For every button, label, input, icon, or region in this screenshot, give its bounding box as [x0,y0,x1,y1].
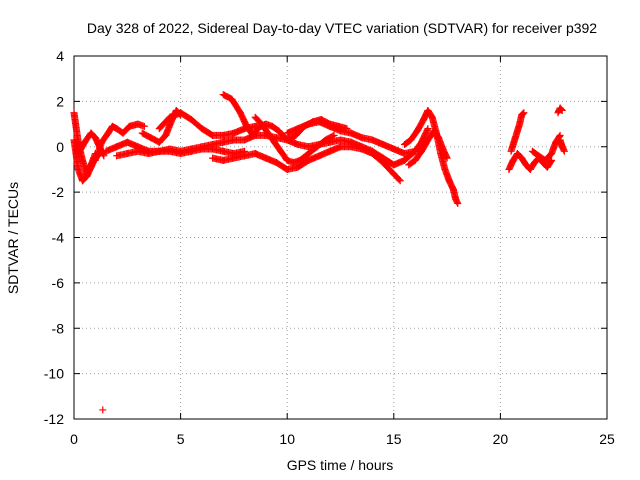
series-arc-f [113,145,249,160]
point-arc-c [100,152,108,160]
point-arc-r [558,106,566,114]
point-arc-p [520,109,528,117]
data-points [70,91,568,414]
point-arc-j [396,177,404,185]
point-arc-p [519,109,527,117]
x-tick-label-1: 5 [177,431,185,447]
point-arc-o [547,157,555,165]
y-tick-label-7: -10 [44,366,64,382]
axis-ticks [73,55,608,420]
y-tick-label-2: 0 [56,139,64,155]
plot-frame [73,55,608,420]
series-arc-q [528,131,564,164]
x-tick-label-5: 25 [599,431,615,447]
series-arc-r [554,104,566,117]
point-arc-m [454,199,462,207]
y-tick-label-3: -2 [52,184,65,200]
x-axis-label: GPS time / hours [287,457,394,473]
y-tick-labels: 4 2 0 -2 -4 -6 -8 -10 -12 [44,48,64,427]
point-arc-k [329,132,337,140]
y-tick-label-1: 2 [56,93,64,109]
point-arc-h [177,111,185,119]
point-outlier [99,406,107,414]
point-arc-n [443,154,451,162]
point-arc-k [330,131,338,139]
series-arc-d [91,120,148,164]
x-tick-label-0: 0 [70,431,78,447]
point-arc-j [395,176,403,184]
y-tick-label-5: -6 [52,275,65,291]
point-arc-h [176,110,184,118]
y-tick-label-6: -8 [52,320,65,336]
series-arc-p [507,109,528,155]
point-arc-r [558,106,566,114]
y-tick-label-8: -12 [44,411,64,427]
x-tick-label-4: 20 [493,431,509,447]
series-arc-n [405,127,451,169]
point-arc-q [555,133,563,141]
grid-lines [74,56,607,419]
series-arc-l [283,118,432,158]
series-arc-s [556,136,568,155]
x-tick-label-3: 15 [386,431,402,447]
series-arc-k [251,113,338,167]
series-arc-o [505,150,556,173]
point-arc-d [140,122,148,130]
y-tick-label-4: -4 [52,230,65,246]
series-arc-j [209,143,404,185]
chart-title: Day 328 of 2022, Sidereal Day-to-day VTE… [87,20,597,36]
x-tick-labels: 0 5 10 15 20 25 [70,431,615,447]
point-arc-r [557,105,565,113]
point-arc-l [424,125,432,133]
point-arc-o [548,156,556,164]
y-axis-label: SDTVAR / TECUs [5,182,21,294]
series-arc-h [138,106,185,146]
series-outlier [99,406,107,414]
x-tick-label-2: 10 [279,431,295,447]
series-arc-b [70,136,106,185]
y-tick-label-0: 4 [56,48,64,64]
point-arc-s [560,147,568,155]
point-arc-p [518,110,526,118]
